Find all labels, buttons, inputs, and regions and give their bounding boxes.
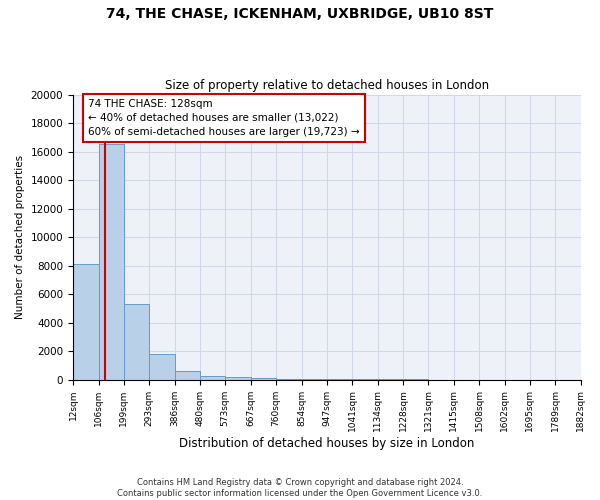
Bar [276,379,302,380]
Text: Contains HM Land Registry data © Crown copyright and database right 2024.
Contai: Contains HM Land Registry data © Crown c… [118,478,482,498]
Bar [175,371,200,380]
Text: 74 THE CHASE: 128sqm
← 40% of detached houses are smaller (13,022)
60% of semi-d: 74 THE CHASE: 128sqm ← 40% of detached h… [88,99,360,137]
Bar [251,378,276,380]
X-axis label: Distribution of detached houses by size in London: Distribution of detached houses by size … [179,437,475,450]
Bar [98,144,124,380]
Bar [73,264,98,380]
Bar [225,378,251,380]
Title: Size of property relative to detached houses in London: Size of property relative to detached ho… [165,79,489,92]
Y-axis label: Number of detached properties: Number of detached properties [15,155,25,319]
Bar [200,376,225,380]
Bar [149,354,175,380]
Text: 74, THE CHASE, ICKENHAM, UXBRIDGE, UB10 8ST: 74, THE CHASE, ICKENHAM, UXBRIDGE, UB10 … [106,8,494,22]
Bar [124,304,149,380]
